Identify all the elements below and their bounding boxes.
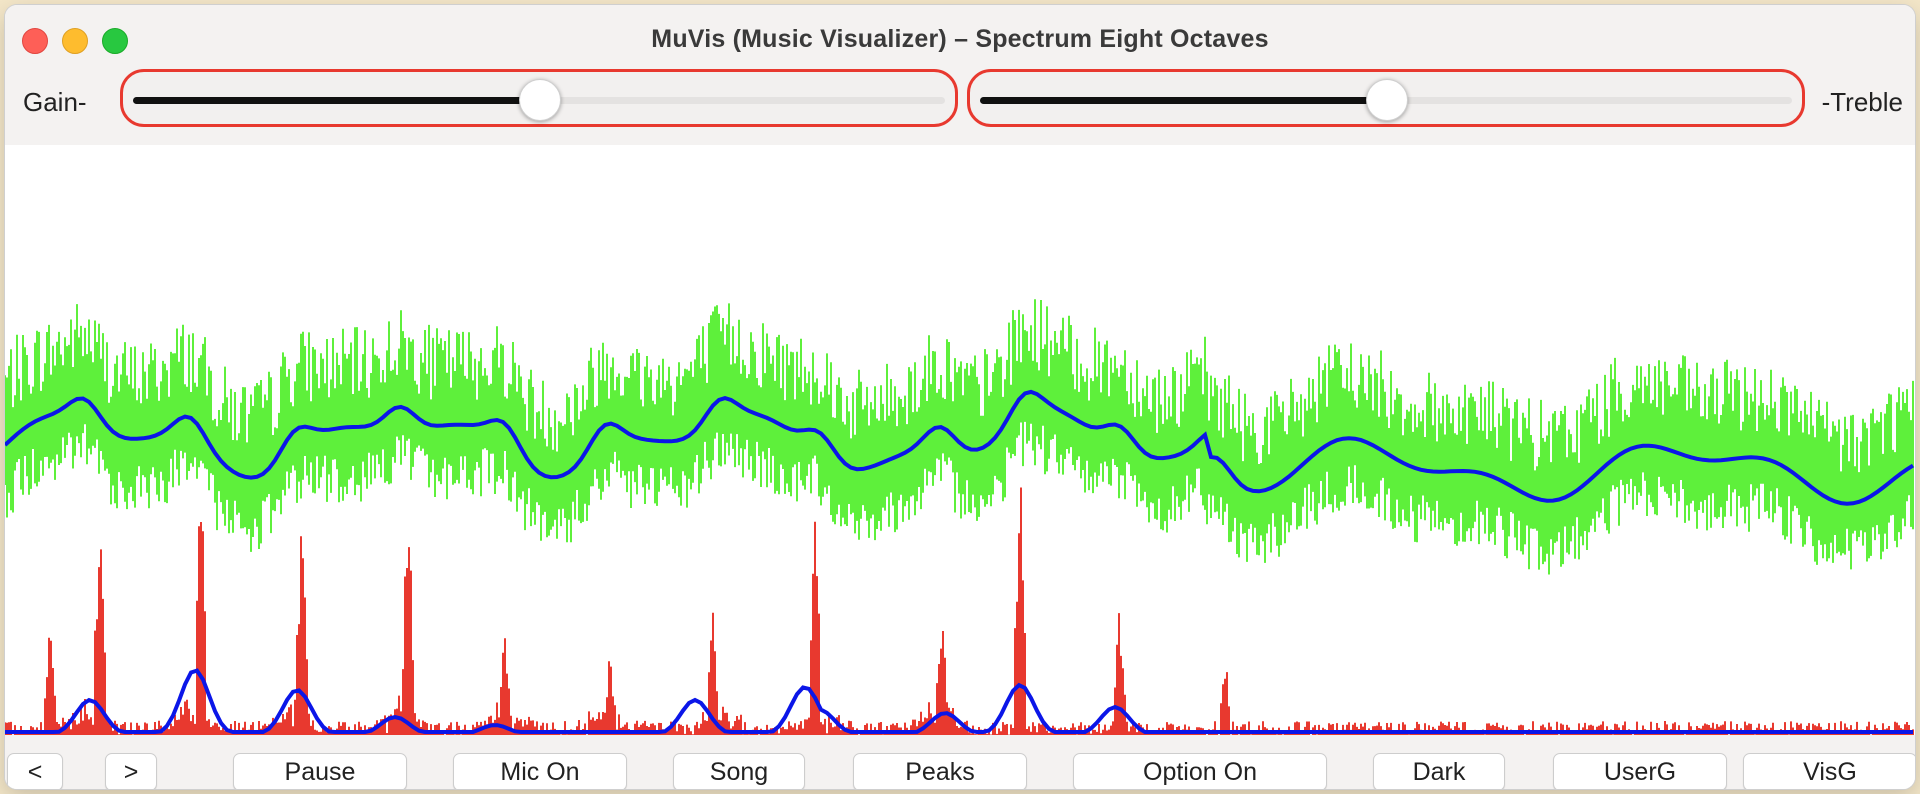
mic-on-button[interactable]: Mic On <box>453 753 627 789</box>
title-bar: MuVis (Music Visualizer) – Spectrum Eigh… <box>5 5 1915 64</box>
visualization-canvas <box>5 145 1915 735</box>
peaks-average-line <box>5 668 1913 734</box>
user-gain-button[interactable]: UserG <box>1553 753 1727 789</box>
control-bar: Gain- -Treble <box>5 63 1915 145</box>
bottom-toolbar: < > Pause Mic On Song Peaks Option On Da… <box>5 735 1915 789</box>
app-window: MuVis (Music Visualizer) – Spectrum Eigh… <box>5 5 1915 789</box>
treble-slider-fill <box>980 97 1386 104</box>
song-button[interactable]: Song <box>673 753 805 789</box>
dark-mode-button[interactable]: Dark <box>1373 753 1505 789</box>
maximize-window-button[interactable] <box>102 28 128 54</box>
treble-slider[interactable] <box>967 69 1805 127</box>
spectrum-average-line <box>5 389 1915 506</box>
peaks-button[interactable]: Peaks <box>853 753 1027 789</box>
previous-visualization-button[interactable]: < <box>7 753 63 789</box>
peaks-band <box>5 487 1914 735</box>
pause-button[interactable]: Pause <box>233 753 407 789</box>
option-on-button[interactable]: Option On <box>1073 753 1327 789</box>
vis-gain-button[interactable]: VisG <box>1743 753 1915 789</box>
gain-slider-fill <box>133 97 539 104</box>
next-visualization-button[interactable]: > <box>105 753 157 789</box>
window-title: MuVis (Music Visualizer) – Spectrum Eigh… <box>651 25 1269 53</box>
minimize-window-button[interactable] <box>62 28 88 54</box>
close-window-button[interactable] <box>22 28 48 54</box>
gain-slider[interactable] <box>120 69 958 127</box>
spectrum-visualization <box>5 299 1915 735</box>
treble-label: -Treble <box>1821 87 1903 117</box>
gain-label: Gain- <box>23 87 87 117</box>
gain-slider-thumb[interactable] <box>519 79 561 121</box>
treble-slider-thumb[interactable] <box>1366 79 1408 121</box>
